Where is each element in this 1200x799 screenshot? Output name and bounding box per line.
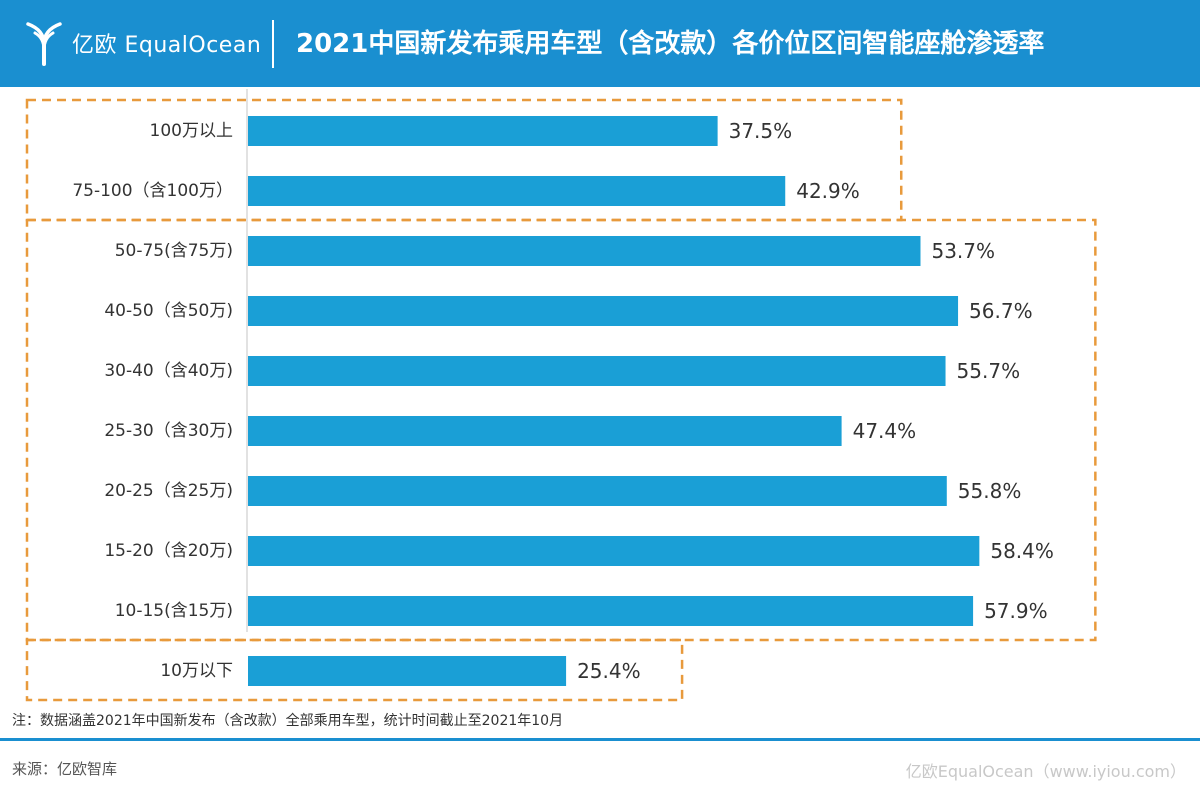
data-label: 37.5%: [729, 119, 793, 143]
source-text: 来源：亿欧智库: [12, 760, 118, 778]
data-label: 58.4%: [990, 539, 1054, 563]
bar: [248, 596, 974, 626]
category-label: 10-15(含15万): [115, 601, 233, 621]
category-label: 10万以下: [160, 661, 233, 681]
bar: [248, 356, 946, 386]
data-label: 55.7%: [957, 359, 1021, 383]
data-label: 47.4%: [853, 419, 917, 443]
category-label: 40-50（含50万): [104, 301, 233, 321]
bar: [248, 176, 786, 206]
logo-text: 亿欧 EqualOcean: [72, 33, 262, 58]
data-label: 57.9%: [984, 599, 1048, 623]
category-label: 20-25（含25万): [104, 481, 233, 501]
footer-divider: [0, 738, 1200, 741]
data-label: 25.4%: [577, 659, 641, 683]
data-label: 53.7%: [931, 239, 995, 263]
bar: [248, 416, 842, 446]
category-label: 75-100（含100万）: [72, 181, 233, 201]
group-box-2: [25, 218, 1097, 642]
category-label: 15-20（含20万): [104, 541, 233, 561]
footnote: 注：数据涵盖2021年中国新发布（含改款）全部乘用车型，统计时间截止至2021年…: [12, 713, 564, 729]
bar: [248, 236, 921, 266]
bar: [248, 656, 567, 686]
category-label: 25-30（含30万): [104, 421, 233, 441]
bar: [248, 476, 947, 506]
bar-chart: 100万以上 37.5% 75-100（含100万） 42.9% 50-75(含75万)…: [25, 89, 1097, 702]
bars: 100万以上 37.5% 75-100（含100万） 42.9% 50-75(含75万)…: [72, 116, 1054, 686]
data-label: 55.8%: [958, 479, 1022, 503]
data-label: 56.7%: [969, 299, 1033, 323]
data-label: 42.9%: [796, 179, 860, 203]
category-label: 50-75(含75万): [115, 241, 233, 261]
bar: [248, 536, 980, 566]
header-divider: [272, 20, 274, 68]
bar: [248, 296, 959, 326]
header-bar: 亿欧 EqualOcean 2021中国新发布乘用车型（含改款）各价位区间智能座…: [0, 0, 1200, 87]
equalocean-logo-icon: [26, 22, 62, 66]
watermark: 亿欧EqualOcean（www.iyiou.com）: [905, 762, 1186, 781]
group-box-3: [25, 638, 684, 702]
category-label: 30-40（含40万): [104, 361, 233, 381]
chart-title: 2021中国新发布乘用车型（含改款）各价位区间智能座舱渗透率: [296, 29, 1045, 59]
group-boxes: [25, 98, 1097, 702]
category-label: 100万以上: [150, 121, 233, 141]
bar: [248, 116, 718, 146]
equalocean-logo: 亿欧 EqualOcean: [24, 18, 261, 68]
